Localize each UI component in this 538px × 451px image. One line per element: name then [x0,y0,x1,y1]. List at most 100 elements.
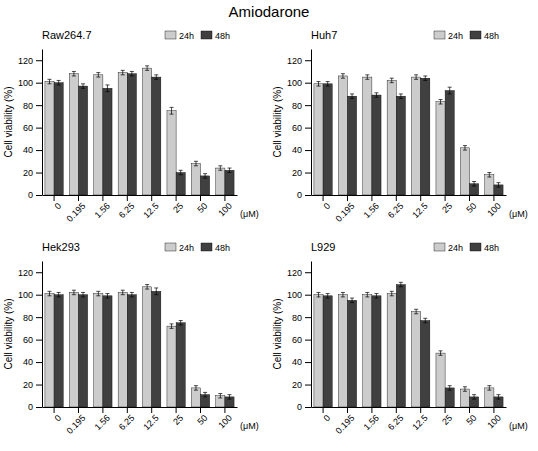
tick: 1.56 [361,407,380,432]
tick-label: 60 [23,335,33,345]
y-axis: 020406080100120 [287,262,312,413]
error-line [352,94,353,98]
error-cap [472,394,476,395]
tick-label: 120 [18,268,33,278]
tick: 100 [485,195,503,218]
error-bar [414,309,418,313]
tick-mark [305,340,311,341]
error-bar [326,294,330,298]
error-cap [105,298,109,299]
tick-mark [305,272,311,273]
series [323,76,503,195]
tick: 50 [464,195,478,215]
error-bar [341,292,345,296]
error-line [352,298,353,302]
error-line [220,166,221,170]
tick: 40 [23,145,42,155]
tick: 0.195 [65,407,88,436]
plot-area [45,66,234,195]
tick: 0 [297,402,311,412]
legend-swatch [470,243,481,251]
error-line [122,70,123,74]
tick: 6.25 [117,195,136,220]
error-bar [227,395,231,399]
legend: 24h48h [434,31,499,41]
tick-mark [323,195,324,201]
tick-mark [305,173,311,174]
error-line [58,80,59,84]
legend-label: 48h [484,31,499,41]
tick-mark [420,195,421,201]
tick-label: 120 [287,268,302,278]
bar [363,77,372,195]
tick-mark [102,407,103,413]
tick-label: 40 [292,357,302,367]
tick: 100 [287,78,311,88]
tick-label: 0 [28,190,33,200]
error-bar [218,394,222,398]
error-bar [390,291,394,295]
tick-mark [36,173,42,174]
tick: 80 [23,101,42,111]
tick-mark [305,105,311,106]
error-cap [154,74,158,75]
error-cap [203,178,207,179]
error-bar [317,292,321,296]
error-bar [227,168,231,172]
x-axis: 00.1951.566.2512.52550100 [43,407,238,436]
error-cap [341,296,345,297]
tick: 100 [216,195,234,218]
error-bar [154,288,158,295]
error-cap [350,302,354,303]
error-bar [121,290,125,294]
y-axis-title: Cell viability (%) [272,86,283,157]
error-cap [374,97,378,98]
error-line [49,79,50,83]
error-line [171,107,172,114]
bar [436,353,445,407]
error-line [489,386,490,390]
tick: 120 [287,268,311,278]
error-cap [317,296,321,297]
bar [191,164,200,195]
bar [436,102,445,195]
x-axis-title: (μM) [240,421,259,431]
tick-label: 80 [292,101,302,111]
tick-label: 25 [171,413,185,427]
error-cap [121,294,125,295]
error-line [83,84,84,88]
error-bar [365,75,369,79]
tick-label: 1.56 [92,201,111,220]
error-cap [317,86,321,87]
error-cap [423,80,427,81]
y-axis-title: Cell viability (%) [272,298,283,369]
error-cap [317,292,321,293]
panel: 02040608010012000.1951.566.2512.52550100… [272,241,528,436]
error-cap [326,86,330,87]
error-cap [81,296,85,297]
error-cap [81,292,85,293]
bar [412,77,421,195]
error-bar [170,324,174,328]
tick: 0 [53,195,64,211]
bar [421,321,430,407]
bar [69,74,78,195]
x-axis: 00.1951.566.2512.52550100 [312,195,507,224]
error-cap [105,84,109,85]
tick-mark [36,317,42,318]
x-axis-title: (μM) [509,421,528,431]
error-bar [399,94,403,98]
tick-label: 0 [297,402,302,412]
error-cap [341,78,345,79]
tick-mark [305,128,311,129]
tick-mark [469,407,470,413]
error-cap [496,187,500,188]
tick-label: 1.56 [361,413,380,432]
bar [421,78,430,195]
bar [347,96,356,195]
tick-label: 6.25 [117,413,136,432]
tick: 1.56 [92,407,111,432]
bar [167,111,176,195]
subplot-title: Huh7 [311,29,337,41]
bar [485,388,494,407]
